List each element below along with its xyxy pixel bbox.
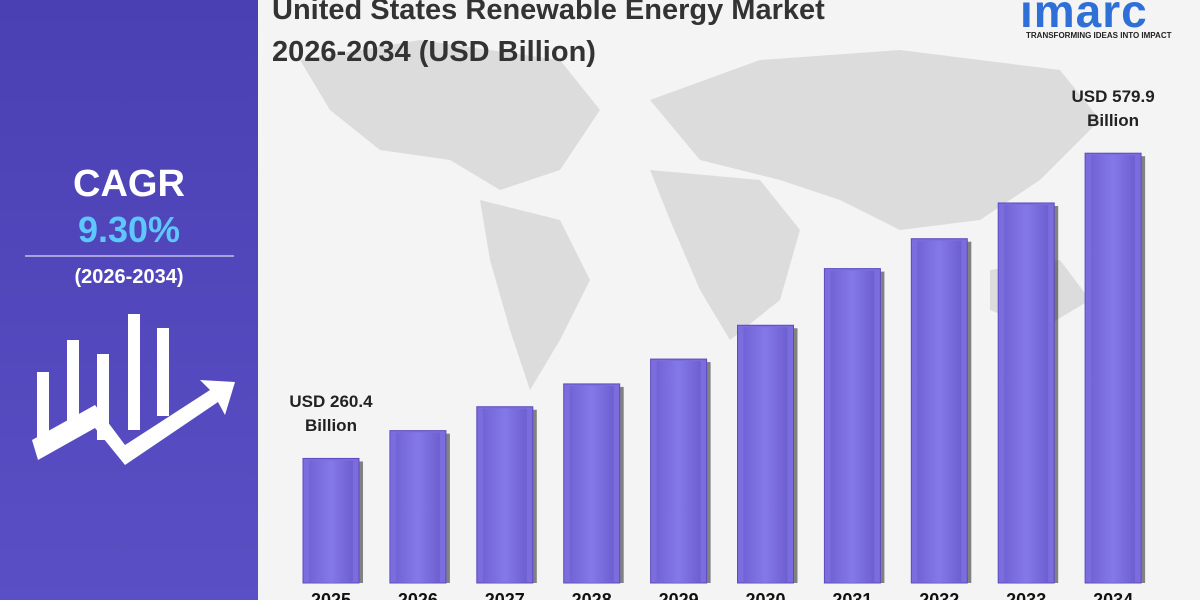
- bar-shine: [395, 432, 440, 583]
- bar-shine: [830, 270, 875, 583]
- x-tick-label: 2033: [1006, 590, 1047, 600]
- x-tick-label: 2034: [1093, 590, 1134, 600]
- chart-subtitle: 2026-2034 (USD Billion): [272, 36, 596, 68]
- data-label: USD 260.4 Billion: [289, 392, 373, 436]
- x-tick-label: 2032: [919, 590, 960, 600]
- chart-title: United States Renewable Energy Market: [272, 0, 825, 26]
- cagr-period: (2026-2034): [74, 266, 184, 288]
- bar-shine: [309, 460, 353, 583]
- growth-icon: [32, 314, 235, 465]
- bar-shine: [917, 240, 962, 583]
- data-label: USD 579.9 Billion: [1071, 87, 1155, 131]
- x-tick-label: 2031: [832, 590, 873, 600]
- x-tick-label: 2025: [310, 590, 352, 600]
- bar-shine: [656, 361, 701, 583]
- bar-shine: [743, 327, 788, 583]
- x-tick-label: 2026: [397, 590, 438, 600]
- logo-tagline: TRANSFORMING IDEAS INTO IMPACT: [1026, 31, 1172, 40]
- x-tick-label: 2029: [658, 590, 699, 600]
- sidebar-panel: [0, 0, 258, 600]
- world-map: [300, 40, 1100, 390]
- bar-shine: [1091, 155, 1136, 584]
- bar-shine: [569, 385, 614, 583]
- x-tick-label: 2030: [745, 590, 786, 600]
- bar-shine: [482, 408, 527, 583]
- logo: imarc: [1020, 0, 1148, 37]
- cagr-label: CAGR: [73, 163, 185, 205]
- x-tick-label: 2027: [484, 590, 525, 600]
- cagr-value: 9.30%: [77, 209, 181, 250]
- x-tick-label: 2028: [571, 590, 612, 600]
- bar-shine: [1004, 204, 1049, 583]
